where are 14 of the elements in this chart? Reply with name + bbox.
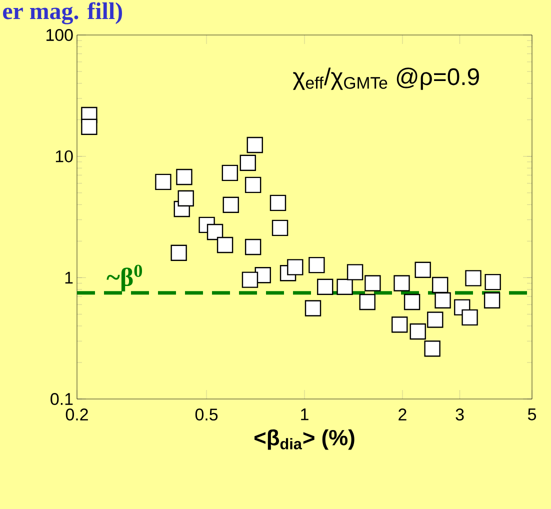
y-tick-label: 0.1 (50, 393, 73, 406)
chart-title: er mag. fill) (3, 2, 122, 24)
x-tick-label: 0.5 (195, 408, 218, 421)
x-tick-label: 5 (528, 408, 536, 420)
x-tick-label: 2 (398, 408, 406, 420)
annotation: χ$_{eff}$/χ$_{GMTe}$ @ρ=0.9 (292, 68, 479, 90)
x-axis-title: <β$_{dia}$> (%) (254, 429, 354, 450)
y-tick-label: 10 (56, 150, 73, 162)
x-tick-label: 0.2 (66, 408, 88, 421)
y-tick-label: 100 (46, 29, 73, 41)
x-tick-label: 1 (301, 408, 308, 420)
ref-line-label: ~β$^{0}$ (106, 264, 142, 292)
y-tick-label: 1 (65, 272, 73, 284)
x-tick-label: 3 (456, 408, 464, 421)
